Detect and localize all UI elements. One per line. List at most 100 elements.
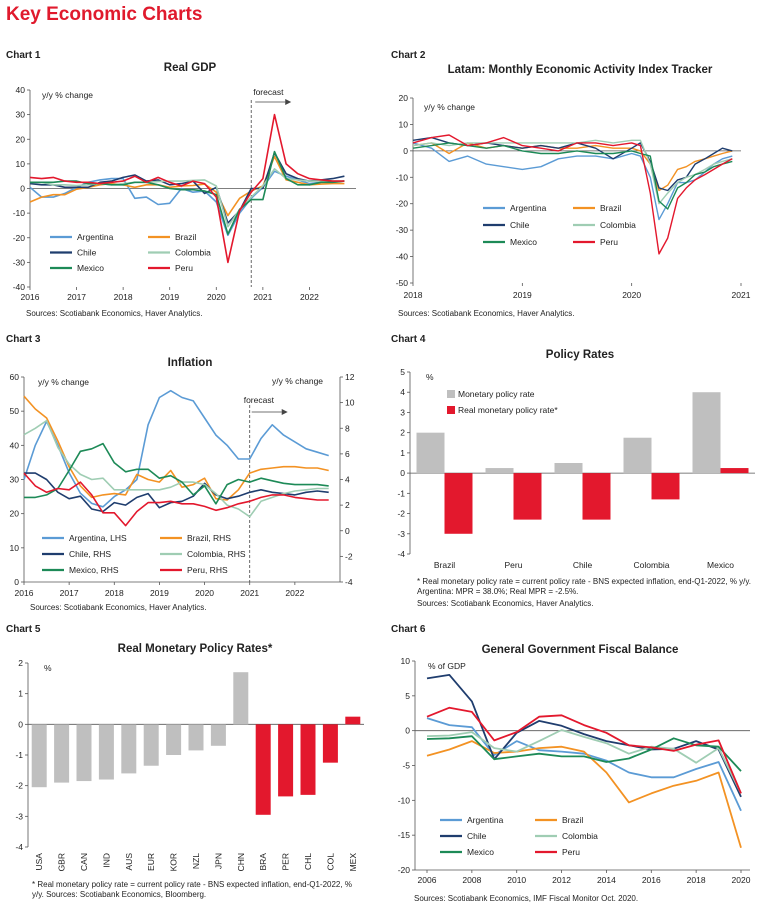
chart-5-bar-aus xyxy=(121,724,137,774)
chart-1-y-tick-label: -40 xyxy=(13,282,26,292)
chart-5-y-tick-label: -2 xyxy=(15,781,23,791)
chart-2-y-tick-label: 10 xyxy=(399,119,409,129)
chart-6-title: General Government Fiscal Balance xyxy=(481,644,679,656)
chart-1-y-tick-label: -10 xyxy=(13,208,26,218)
chart-4-category-label: Mexico xyxy=(707,560,734,570)
chart-6-y-tick-label: -5 xyxy=(402,761,410,771)
chart-5-category-label: CHN xyxy=(236,853,246,871)
chart-2-legend-label-colombia: Colombia xyxy=(600,220,636,230)
chart-6-line-colombia xyxy=(426,729,742,794)
chart-1-legend-label-colombia: Colombia xyxy=(175,248,211,258)
chart-6-y-tick-label: -20 xyxy=(398,865,411,875)
page-title: Key Economic Charts xyxy=(6,4,203,25)
chart-3-ylabel-right: y/y % change xyxy=(272,376,323,386)
chart-4-legend-swatch-real-monetary-policy-rate xyxy=(447,406,455,414)
chart-3-legend-label-chile-rhs: Chile, RHS xyxy=(69,549,111,559)
chart-4-source: Sources: Scotiabank Economics, Haver Ana… xyxy=(417,599,594,608)
chart-5-y-tick-label: -1 xyxy=(15,750,23,760)
chart-5-category-label: EUR xyxy=(146,853,156,871)
chart-1-y-tick-label: 10 xyxy=(16,159,26,169)
chart-2-legend-label-mexico: Mexico xyxy=(510,237,537,247)
chart-5-category-label: CHL xyxy=(303,853,313,870)
chart-5-category-label: JPN xyxy=(213,853,223,869)
chart-2-line-mexico xyxy=(412,142,733,210)
chart-5-bar-chl xyxy=(300,724,316,795)
chart-3-y-right-tick-label: 12 xyxy=(345,372,355,382)
chart-1-x-tick-label: 2016 xyxy=(21,292,40,302)
chart-5-bar-eur xyxy=(143,724,159,766)
chart-4-y-tick-label: -3 xyxy=(397,529,405,539)
chart-3-y-left-tick-label: 50 xyxy=(10,406,20,416)
chart-3-y-right-tick-label: 2 xyxy=(345,500,350,510)
chart-1-x-tick-label: 2022 xyxy=(300,292,319,302)
chart-6-y-tick-label: -10 xyxy=(398,795,411,805)
chart-3-y-right-tick-label: -2 xyxy=(345,551,353,561)
chart-2-title: Latam: Monthly Economic Activity Index T… xyxy=(447,64,713,76)
chart-4-bar-colombia-real xyxy=(651,473,680,500)
chart-3-line-mexico-rhs xyxy=(24,442,329,505)
chart-3-y-left-tick-label: 0 xyxy=(14,577,19,587)
chart-1-line-peru xyxy=(29,113,345,264)
chart-2-source: Sources: Scotiabank Economics, Haver Ana… xyxy=(398,309,575,318)
chart-6-x-tick-label: 2012 xyxy=(552,875,571,885)
chart-6-x-tick-label: 2006 xyxy=(418,875,437,885)
chart-3-y-right-tick-label: 8 xyxy=(345,423,350,433)
chart-6-y-tick-label: 10 xyxy=(401,656,411,666)
chart-1-x-tick-label: 2021 xyxy=(253,292,272,302)
chart-4-bar-chile-policy xyxy=(554,463,583,474)
chart-4-note: * Real monetary policy rate = current po… xyxy=(417,577,752,596)
chart-5-category-label: IND xyxy=(101,853,111,868)
chart-3-id: Chart 3 xyxy=(6,334,41,345)
chart-5-bar-usa xyxy=(31,724,47,788)
chart-1-legend-label-chile: Chile xyxy=(77,248,97,258)
chart-3-x-tick-label: 2017 xyxy=(60,588,79,598)
chart-5-category-label: BRA xyxy=(258,853,268,871)
chart-4-ylabel: % xyxy=(426,372,434,382)
chart-1-source: Sources: Scotiabank Economics, Haver Ana… xyxy=(26,309,203,318)
chart-6-x-tick-label: 2020 xyxy=(732,875,751,885)
chart-2-x-tick-label: 2018 xyxy=(404,290,423,300)
chart-3-y-right-tick-label: 10 xyxy=(345,398,355,408)
chart-2-id: Chart 2 xyxy=(391,50,426,61)
chart-5-bar-ind xyxy=(98,724,114,780)
chart-2-x-tick-label: 2021 xyxy=(732,290,751,300)
chart-5-y-tick-label: -3 xyxy=(15,811,23,821)
chart-6-y-tick-label: -15 xyxy=(398,830,411,840)
chart-3-y-right-tick-label: -4 xyxy=(345,577,353,587)
chart-2-y-tick-label: 0 xyxy=(403,146,408,156)
chart-3-y-left-tick-label: 30 xyxy=(10,475,20,485)
chart-3-forecast-label: forecast xyxy=(244,395,275,405)
chart-3-y-left-tick-label: 10 xyxy=(10,543,20,553)
chart-4-legend-label-real-monetary-policy-rate: Real monetary policy rate* xyxy=(458,405,558,415)
chart-6-ylabel: % of GDP xyxy=(428,661,466,671)
chart-5-category-label: CAN xyxy=(79,853,89,871)
chart-3-title: Inflation xyxy=(167,357,213,369)
chart-3-y-right-tick-label: 4 xyxy=(345,475,350,485)
chart-1-x-tick-label: 2019 xyxy=(160,292,179,302)
chart-4-legend-swatch-monetary-policy-rate xyxy=(447,390,455,398)
chart-4-bar-mexico-real xyxy=(720,468,749,474)
chart-3-legend-label-argentina-lhs: Argentina, LHS xyxy=(69,533,127,543)
chart-6-line-argentina xyxy=(426,717,742,812)
chart-2-y-tick-label: -40 xyxy=(396,252,409,262)
chart-4-bar-brazil-policy xyxy=(416,432,445,474)
chart-6-line-chile xyxy=(426,674,742,798)
chart-4-y-tick-label: 1 xyxy=(400,448,405,458)
chart-6-id: Chart 6 xyxy=(391,624,426,635)
chart-1-legend-label-peru: Peru xyxy=(175,263,193,273)
chart-5-id: Chart 5 xyxy=(6,624,41,635)
chart-5-bar-chn xyxy=(233,672,249,725)
chart-6-legend-label-mexico: Mexico xyxy=(467,847,494,857)
chart-6-x-tick-label: 2010 xyxy=(507,875,526,885)
chart-3-x-tick-label: 2022 xyxy=(285,588,304,598)
chart-1-forecast-label: forecast xyxy=(253,87,284,97)
chart-6-y-tick-label: 5 xyxy=(405,691,410,701)
chart-6-x-tick-label: 2016 xyxy=(642,875,661,885)
chart-4-id: Chart 4 xyxy=(391,334,426,345)
chart-3-line-argentina-lhs xyxy=(23,389,329,508)
chart-1-y-tick-label: 0 xyxy=(20,184,25,194)
chart-3-x-tick-label: 2016 xyxy=(15,588,34,598)
